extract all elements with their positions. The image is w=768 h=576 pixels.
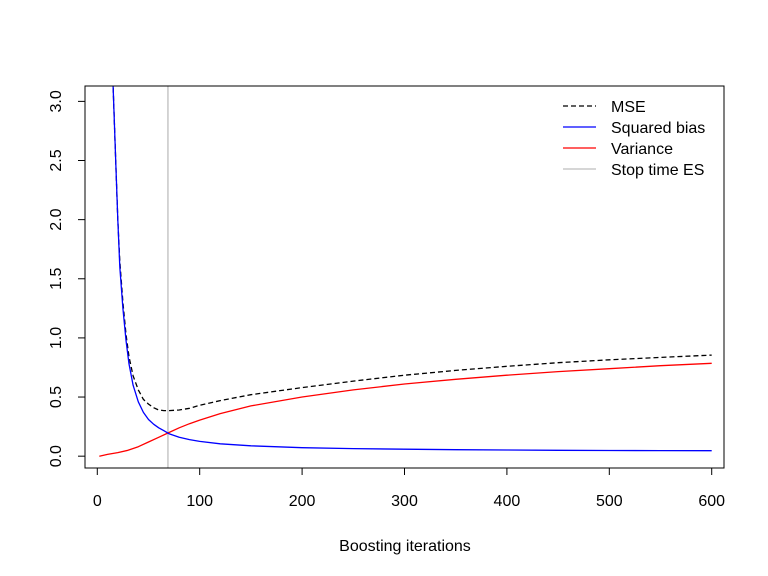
x-axis: 0 100 200 300 400 500 600: [93, 467, 725, 510]
x-tick-label: 500: [596, 493, 623, 510]
y-tick-label: 1.0: [48, 327, 65, 349]
y-tick-label: 2.5: [48, 149, 65, 171]
legend-label-squared-bias: Squared bias: [611, 120, 705, 137]
y-tick-label: 1.5: [48, 268, 65, 290]
x-tick-label: 400: [494, 493, 521, 510]
y-tick-label: 0.5: [48, 386, 65, 408]
squared-bias-series-line: [112, 86, 712, 452]
series-layer: [99, 86, 712, 468]
y-tick-label: 3.0: [48, 90, 65, 112]
legend: MSE Squared bias Variance Stop time ES: [563, 99, 705, 179]
x-tick-label: 300: [391, 493, 418, 510]
x-tick-label: 600: [698, 493, 725, 510]
x-tick-label: 200: [289, 493, 316, 510]
y-tick-label: 2.0: [48, 208, 65, 230]
x-axis-label: Boosting iterations: [339, 538, 471, 555]
x-tick-label: 0: [93, 493, 102, 510]
y-tick-label: 0.0: [48, 445, 65, 467]
legend-label-variance: Variance: [611, 141, 673, 158]
x-tick-label: 100: [186, 493, 213, 510]
y-axis: 0.0 0.5 1.0 1.5 2.0 2.5 3.0: [48, 90, 86, 467]
legend-label-mse: MSE: [611, 99, 646, 116]
variance-series-line: [99, 362, 712, 457]
legend-label-stop-time-es: Stop time ES: [611, 162, 704, 179]
